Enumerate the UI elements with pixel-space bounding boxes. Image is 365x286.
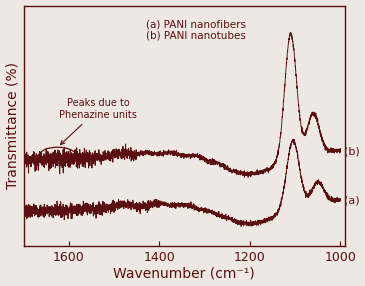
Text: (a): (a) [343, 196, 359, 206]
Text: (b) PANI nanotubes: (b) PANI nanotubes [146, 31, 246, 41]
Text: (b): (b) [343, 147, 359, 157]
Text: Peaks due to
Phenazine units: Peaks due to Phenazine units [59, 98, 137, 144]
Y-axis label: Transmittance (%): Transmittance (%) [5, 62, 20, 189]
X-axis label: Wavenumber (cm⁻¹): Wavenumber (cm⁻¹) [114, 267, 255, 281]
Text: (a) PANI nanofibers: (a) PANI nanofibers [146, 19, 246, 29]
